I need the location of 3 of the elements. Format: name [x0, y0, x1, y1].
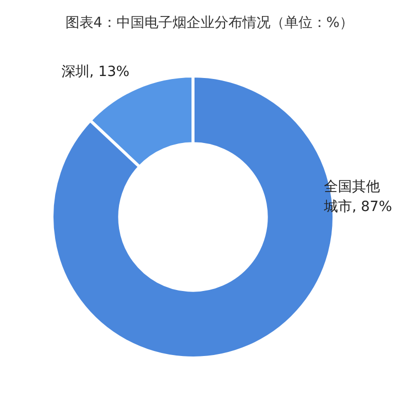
data-label: , 87%: [352, 199, 392, 215]
data-label: , 13%: [89, 64, 130, 80]
chart-title: 图表4：中国电子烟企业分布情况（单位：%）: [64, 14, 355, 32]
